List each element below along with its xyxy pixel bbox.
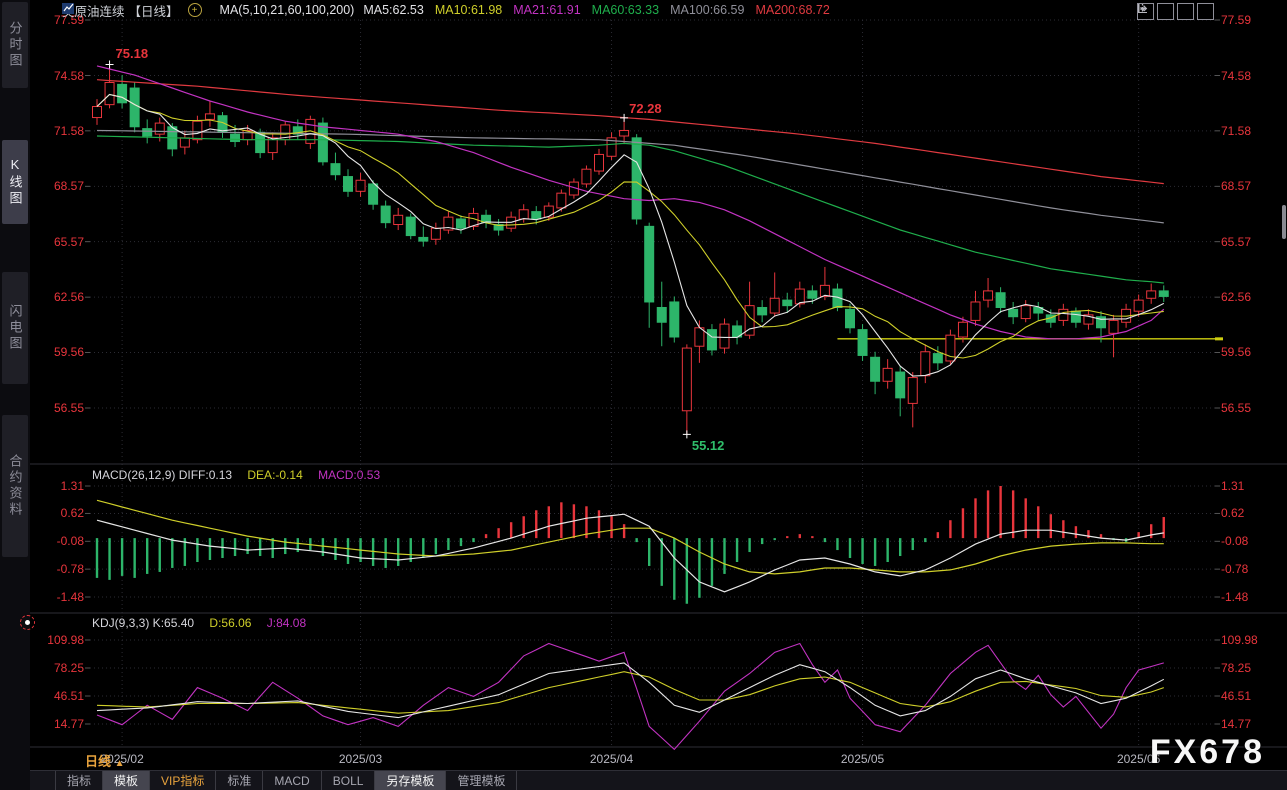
y-axis-label: 0.62 [60, 506, 84, 521]
kdj-d-value: D:56.06 [209, 616, 252, 630]
y-axis-label: 71.58 [53, 123, 84, 138]
chart-window-icons [1137, 3, 1214, 20]
ma-legend-value: MA60:63.33 [591, 3, 660, 17]
macd-panel-header: MACD(26,12,9) DIFF:0.13 DEA:-0.14 MACD:0… [92, 468, 380, 482]
y-axis-label: 1.31 [1221, 479, 1245, 493]
left-tab-rail: 分时图 K线图闪电图合约资料 [0, 0, 30, 790]
y-axis-label: 74.58 [1221, 68, 1252, 83]
kdj-j-value: J:84.08 [266, 616, 307, 630]
y-axis-label: -0.08 [1221, 534, 1249, 549]
y-axis-label: 109.98 [47, 633, 84, 647]
symbol-title: 美原油连续 [62, 4, 125, 19]
ma-legend: MA5:62.53 MA10:61.98 MA21:61.91 MA60:63.33 M… [363, 3, 829, 17]
price-annotations [105, 60, 691, 439]
ma-settings-label: MA(5,10,21,60,100,200) [219, 3, 355, 17]
y-axis-label: 62.56 [1221, 290, 1252, 305]
right-scrollbar-thumb[interactable] [1282, 205, 1286, 239]
toolbar-tab[interactable]: MACD [263, 771, 322, 790]
y-axis-label: 68.57 [1221, 179, 1252, 194]
y-axis-label: 59.56 [1221, 345, 1252, 360]
sidebar-tab-2[interactable]: K线图 [2, 140, 28, 224]
y-axis-label: 74.58 [53, 68, 84, 83]
y-axis-label: 1.31 [60, 479, 84, 493]
y-axis-label: 78.25 [53, 660, 84, 675]
macd-lines [96, 499, 1164, 593]
ma-lines [96, 65, 1165, 377]
price-annotation: 55.12 [691, 438, 725, 454]
toolbar-tab[interactable]: VIP指标 [150, 771, 217, 790]
x-axis-label: 2025/03 [338, 752, 383, 766]
y-axis-label: 71.58 [1221, 123, 1252, 138]
ma-legend-value: MA21:61.91 [513, 3, 581, 17]
toolbar-tab[interactable]: 模板 [103, 771, 151, 790]
y-axis-label: 0.62 [1221, 506, 1245, 521]
period-badge: 【日线】 [128, 4, 179, 19]
y-axis-label: 77.59 [1221, 13, 1252, 27]
axis-scroll-icon[interactable] [1138, 3, 1194, 20]
y-axis-label: 77.59 [53, 13, 84, 27]
macd-histogram [95, 486, 1165, 604]
ma-legend-value: MA5:62.53 [363, 3, 424, 17]
date-axis-row: 日线 ▲ [30, 748, 1287, 771]
toolbar-tab[interactable]: 管理模板 [446, 771, 518, 790]
ma-legend-value: MA200:68.72 [755, 3, 830, 17]
y-axis-label: 62.56 [53, 290, 84, 305]
macd-params-value: MACD(26,12,9) DIFF:0.13 [92, 468, 233, 482]
alert-marker-icon[interactable] [20, 615, 35, 630]
toolbar-tab[interactable]: 另存模板 [375, 771, 447, 790]
y-axis-label: 109.98 [1221, 633, 1258, 647]
axis-zoom-icon[interactable] [1138, 3, 1174, 20]
sidebar-tab-1[interactable]: 分时图 [2, 2, 28, 88]
bottom-toolbar: 指标 模板 VIP指标 标准 MACD BOLL 另存模板 管理模板 [30, 771, 1287, 790]
period-selector[interactable]: 日线 ▲ [85, 751, 125, 770]
ma-legend-value: MA100:66.59 [670, 3, 745, 17]
period-selector-label: 日线 [85, 754, 112, 769]
y-axis-label: 56.55 [53, 401, 84, 415]
x-axis-label: 2025/02 [100, 752, 144, 766]
y-axis-label: -0.08 [56, 534, 84, 549]
y-axis-label: -1.48 [1221, 590, 1249, 604]
chevron-up-icon: ▲ [114, 758, 125, 769]
y-axis-label: 65.57 [1221, 234, 1252, 249]
toolbar-tab[interactable]: BOLL [322, 771, 376, 790]
y-axis-label: -0.78 [56, 562, 84, 577]
macd-dea-value: DEA:-0.14 [247, 468, 303, 482]
macd-macd-value: MACD:0.53 [318, 468, 381, 482]
sidebar-tab-4[interactable]: 合约资料 [2, 415, 28, 557]
toolbar-tab[interactable]: 指标 [55, 771, 104, 790]
y-axis-label: -0.78 [1221, 562, 1249, 577]
x-axis-label: 2025/04 [589, 752, 634, 766]
y-axis-label: 78.25 [1221, 660, 1252, 675]
y-axis-label: 65.57 [53, 234, 84, 249]
y-axis-label: 68.57 [53, 179, 84, 194]
collapse-axis-icon[interactable] [1138, 3, 1214, 20]
y-axis-label: 14.77 [53, 717, 84, 731]
y-axis-label: 46.51 [53, 688, 84, 703]
y-axis-label: 59.56 [53, 345, 84, 360]
kdj-panel-header: KDJ(9,3,3) K:65.40 D:56.06 J:84.08 [92, 616, 306, 630]
chart-header: 美原油连续 【日线】 + MA(5,10,21,60,100,200) MA5:… [62, 2, 830, 19]
price-annotation: 75.18 [115, 46, 149, 62]
watermark: FX678 [1149, 733, 1265, 771]
candles [92, 64, 1169, 435]
price-annotation: 72.28 [629, 100, 662, 116]
toolbar-tab[interactable]: 标准 [216, 771, 264, 790]
x-axis-label: 2025/06 [1116, 752, 1161, 766]
y-axis-label: -1.48 [56, 590, 84, 604]
y-axis-label: 14.77 [1221, 717, 1252, 731]
kdj-lines [96, 642, 1165, 751]
plus-circle-icon[interactable]: + [187, 3, 202, 17]
ma-legend-value: MA10:61.98 [434, 3, 503, 17]
x-axis-label: 2025/05 [840, 752, 885, 766]
kdj-params-value: KDJ(9,3,3) K:65.40 [92, 616, 195, 630]
sidebar-tab-3[interactable]: 闪电图 [2, 272, 28, 384]
y-axis-label: 46.51 [1221, 688, 1252, 703]
y-axis-label: 56.55 [1221, 401, 1252, 415]
